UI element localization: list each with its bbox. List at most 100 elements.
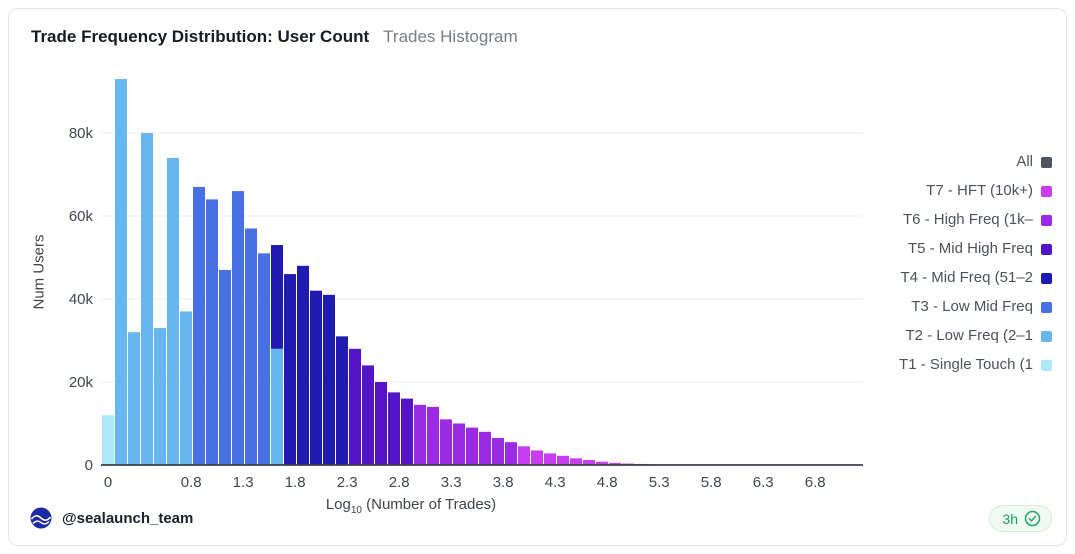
x-tick-label: 4.8 <box>597 474 618 491</box>
y-tick-label: 80k <box>69 125 94 142</box>
legend-item[interactable]: T6 - High Freq (1k– <box>903 210 1052 230</box>
histogram-bar <box>284 274 296 465</box>
legend-swatch <box>1041 359 1052 371</box>
histogram-bar <box>258 253 270 465</box>
x-axis-title-sub: 10 <box>350 505 362 516</box>
timestamp-label: 3h <box>1002 510 1018 527</box>
histogram-bar <box>336 336 348 465</box>
histogram-bar <box>271 348 283 465</box>
x-tick-label: 1.8 <box>285 474 306 491</box>
chart-header: Trade Frequency Distribution: User Count… <box>31 27 518 47</box>
x-tick-label: 5.3 <box>649 474 670 491</box>
x-axis-title-suffix: (Number of Trades) <box>361 496 497 513</box>
legend-item-label: All <box>1016 153 1033 170</box>
x-axis-title-prefix: Log <box>325 496 351 513</box>
histogram-bar <box>583 460 595 465</box>
legend-item[interactable]: All <box>1016 152 1052 172</box>
histogram-bar <box>115 79 127 466</box>
x-tick-label: 4.3 <box>545 474 566 491</box>
histogram-bar <box>492 438 504 465</box>
y-tick-label: 0 <box>85 457 93 474</box>
histogram-bar <box>102 415 114 465</box>
x-tick-label: 6.3 <box>753 474 774 491</box>
histogram-bar <box>232 191 244 465</box>
legend-item[interactable]: T7 - HFT (10k+) <box>926 181 1052 201</box>
x-tick-label: 6.8 <box>805 474 826 491</box>
histogram-bar <box>570 458 582 465</box>
histogram-bar <box>440 419 452 465</box>
histogram-bar <box>154 328 166 465</box>
legend-item[interactable]: T5 - Mid High Freq <box>908 239 1052 259</box>
legend-swatch <box>1041 214 1052 226</box>
histogram-bar <box>375 382 387 465</box>
y-tick-label: 40k <box>69 291 94 308</box>
histogram-bar <box>323 294 335 465</box>
histogram-bar <box>310 290 322 465</box>
histogram-bar <box>479 431 491 465</box>
histogram-bar <box>557 455 569 465</box>
histogram-bar <box>453 423 465 465</box>
legend-item[interactable]: T3 - Low Mid Freq <box>911 297 1052 317</box>
y-axis-title: Num Users <box>30 234 48 310</box>
x-tick-label: 0 <box>104 474 112 491</box>
histogram-bar <box>167 157 179 465</box>
verified-check-icon <box>1024 510 1041 527</box>
seal-logo-icon <box>29 506 53 530</box>
chart-subtitle: Trades Histogram <box>383 27 518 46</box>
histogram-bar <box>219 269 231 465</box>
histogram-bar <box>505 442 517 465</box>
histogram-bar <box>128 332 140 465</box>
histogram-bar <box>362 365 374 465</box>
legend-swatch <box>1041 185 1052 197</box>
y-tick-label: 20k <box>69 374 94 391</box>
timestamp-badge[interactable]: 3h <box>989 505 1052 532</box>
histogram-bar <box>193 186 205 465</box>
legend-item[interactable]: T4 - Mid Freq (51–2 <box>900 268 1052 288</box>
histogram-bar <box>531 450 543 465</box>
legend-swatch <box>1041 301 1052 313</box>
histogram-bar <box>544 453 556 465</box>
legend-swatch <box>1041 330 1052 342</box>
x-axis-title: Log10 (Number of Trades) <box>326 496 496 516</box>
histogram-bar <box>271 245 283 349</box>
histogram-bar <box>388 392 400 465</box>
y-tick-label: 60k <box>69 208 94 225</box>
histogram-plot[interactable]: 0 20k 40k 60k 80k 0 0.8 1.3 1.8 2.3 2.8 3.3 3.8 4.3 4.… <box>9 9 909 509</box>
legend-item-label: T7 - HFT (10k+) <box>926 182 1033 199</box>
chart-title: Trade Frequency Distribution: User Count <box>31 27 370 46</box>
legend-item-label: T4 - Mid Freq (51–2 <box>900 269 1033 286</box>
legend-swatch <box>1041 272 1052 284</box>
legend-swatch <box>1041 243 1052 255</box>
legend-item-label: T1 - Single Touch (1 <box>899 356 1033 373</box>
histogram-bar <box>414 404 426 465</box>
chart-card: Trade Frequency Distribution: User Count… <box>8 8 1067 546</box>
histogram-bar <box>596 461 608 465</box>
legend: All T7 - HFT (10k+) T6 - High Freq (1k– T5 … <box>899 152 1052 375</box>
histogram-bar <box>349 348 361 465</box>
histogram-bar <box>206 199 218 465</box>
histogram-bar <box>180 311 192 465</box>
histogram-bar <box>141 133 153 465</box>
legend-item-label: T6 - High Freq (1k– <box>902 211 1033 228</box>
x-tick-label: 1.3 <box>233 474 254 491</box>
x-tick-label: 2.8 <box>389 474 410 491</box>
account-handle[interactable]: @sealaunch_team <box>62 509 194 527</box>
legend-item[interactable]: T2 - Low Freq (2–1 <box>905 326 1052 346</box>
legend-swatch <box>1041 156 1052 168</box>
x-tick-label: 2.3 <box>337 474 358 491</box>
histogram-bar <box>427 406 439 465</box>
histogram-bar <box>245 228 257 465</box>
histogram-bar <box>297 265 309 465</box>
x-tick-label: 3.8 <box>493 474 514 491</box>
histogram-bar <box>609 462 621 465</box>
account-attribution[interactable]: @sealaunch_team <box>29 506 193 530</box>
x-tick-label: 3.3 <box>441 474 462 491</box>
legend-item-label: T5 - Mid High Freq <box>907 240 1033 257</box>
x-tick-label: 5.8 <box>701 474 722 491</box>
histogram-bar <box>518 446 530 465</box>
histogram-bar <box>466 427 478 465</box>
histogram-bar <box>401 398 413 465</box>
legend-item-label: T2 - Low Freq (2–1 <box>905 327 1033 344</box>
legend-item[interactable]: T1 - Single Touch (1 <box>899 355 1052 375</box>
legend-item-label: T3 - Low Mid Freq <box>911 298 1033 315</box>
